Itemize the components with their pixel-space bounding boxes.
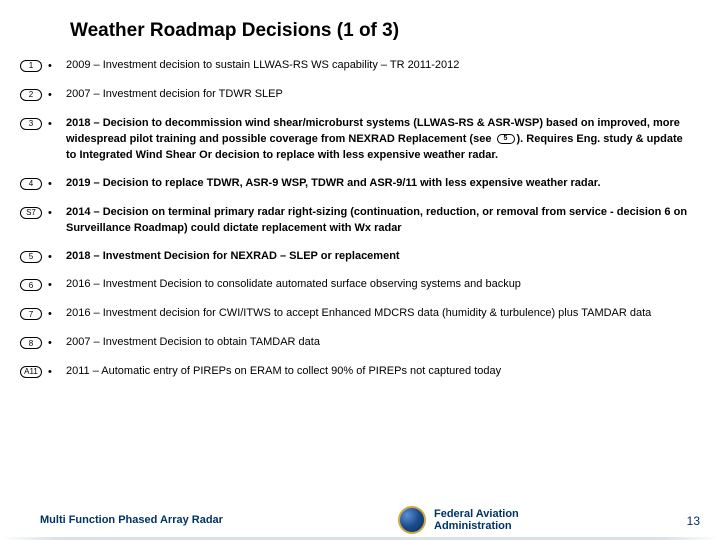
decision-text: 2016 – Investment decision for CWI/ITWS …	[66, 306, 695, 322]
bullet-icon: •	[48, 177, 60, 193]
bullet-icon: •	[48, 117, 60, 133]
decision-tag: 8	[20, 337, 42, 349]
decision-text: 2011 – Automatic entry of PIREPs on ERAM…	[66, 364, 695, 380]
decision-tag: 5	[20, 251, 42, 263]
bullet-icon: •	[48, 59, 60, 75]
decision-text: 2014 – Decision on terminal primary rada…	[66, 205, 695, 237]
agency-line2: Administration	[434, 520, 512, 532]
decision-tag: 7	[20, 308, 42, 320]
bullet-icon: •	[48, 250, 60, 266]
decision-text: 2007 – Investment decision for TDWR SLEP	[66, 87, 695, 103]
decision-row: 6 • 2016 – Investment Decision to consolid…	[20, 277, 695, 294]
faa-seal-icon	[398, 506, 426, 534]
decision-tag: 2	[20, 89, 42, 101]
footer-agency: Federal Aviation Administration	[434, 508, 519, 533]
decisions-list: 1 • 2009 – Investment decision to sustain …	[20, 58, 695, 393]
agency-line1: Federal Aviation	[434, 508, 519, 520]
page-number: 13	[687, 514, 700, 528]
bullet-icon: •	[48, 206, 60, 222]
decision-tag: 3	[20, 118, 42, 130]
decision-tag: 1	[20, 60, 42, 72]
decision-row: 7 • 2016 – Investment decision for CWI/ITW…	[20, 306, 695, 323]
decision-row: 4 • 2019 – Decision to replace TDWR, ASR-…	[20, 176, 695, 193]
decision-tag: 4	[20, 178, 42, 190]
bullet-icon: •	[48, 336, 60, 352]
decision-row: 1 • 2009 – Investment decision to sustain …	[20, 58, 695, 75]
bullet-icon: •	[48, 365, 60, 381]
decision-text: 2016 – Investment Decision to consolidat…	[66, 277, 695, 293]
decision-text: 2009 – Investment decision to sustain LL…	[66, 58, 695, 74]
decision-row: 5 • 2018 – Investment Decision for NEXRAD …	[20, 249, 695, 266]
decision-tag: S7	[20, 207, 42, 219]
decision-row: S7 • 2014 – Decision on terminal primary r…	[20, 205, 695, 237]
decision-row: A11 • 2011 – Automatic entry of PIREPs on …	[20, 364, 695, 381]
decision-row: 3 • 2018 – Decision to decommission wind s…	[20, 116, 695, 164]
decision-text: 2018 – Investment Decision for NEXRAD – …	[66, 249, 695, 265]
decision-tag: 6	[20, 279, 42, 291]
decision-text: 2018 – Decision to decommission wind she…	[66, 116, 695, 164]
footer-left-text: Multi Function Phased Array Radar	[40, 514, 223, 526]
decision-text: 2007 – Investment Decision to obtain TAM…	[66, 335, 695, 351]
footer: Multi Function Phased Array Radar Federa…	[0, 500, 720, 540]
decision-row: 8 • 2007 – Investment Decision to obtain T…	[20, 335, 695, 352]
decision-text: 2019 – Decision to replace TDWR, ASR-9 W…	[66, 176, 695, 192]
decision-tag: A11	[20, 366, 42, 378]
bullet-icon: •	[48, 88, 60, 104]
bullet-icon: •	[48, 278, 60, 294]
decision-row: 2 • 2007 – Investment decision for TDWR SL…	[20, 87, 695, 104]
bullet-icon: •	[48, 307, 60, 323]
inline-ref-tag: 5	[497, 134, 515, 144]
page-title: Weather Roadmap Decisions (1 of 3)	[70, 20, 399, 42]
